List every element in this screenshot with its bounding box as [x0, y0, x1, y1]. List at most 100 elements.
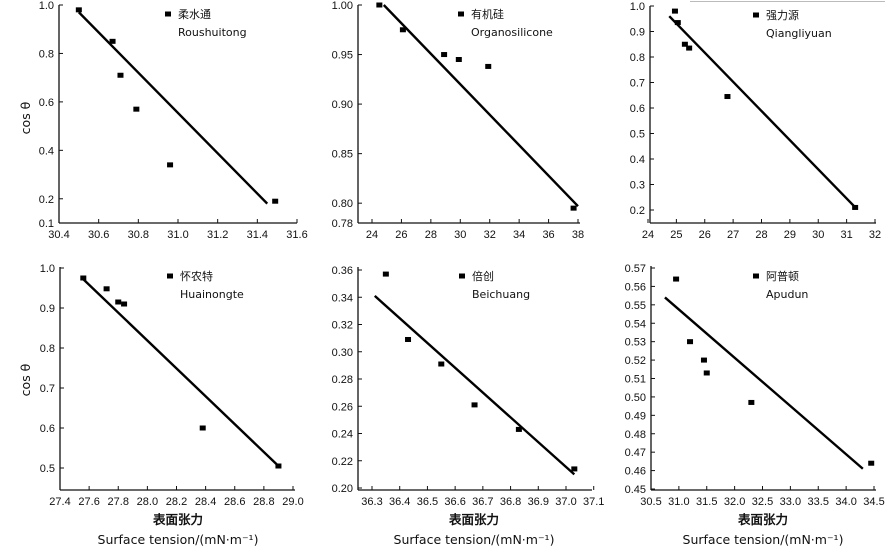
y-tick-label: 0.7 [630, 78, 645, 90]
data-point [852, 204, 859, 210]
data-point [272, 198, 279, 204]
y-axis-label-bottom: cos θ [18, 364, 33, 397]
y-tick-label: 0.90 [332, 99, 353, 111]
x-tick-label: 31.0 [167, 229, 188, 241]
fit-line [382, 4, 579, 207]
y-tick-label: 0.55 [625, 300, 646, 312]
data-point [687, 339, 694, 345]
data-point [167, 162, 174, 168]
data-point [405, 336, 412, 342]
x-tick-label: 30.4 [48, 229, 69, 241]
data-point [376, 2, 383, 8]
y-tick-label: 0.47 [625, 447, 646, 459]
x-tick-label: 34.5 [863, 496, 884, 508]
y-tick-label: 0.46 [625, 466, 646, 478]
legend-label-en: Organosilicone [471, 26, 553, 39]
x-axis-label-cn-1: 表面张力 [152, 512, 203, 527]
x-tick-label: 28 [755, 229, 767, 241]
y-tick-label: 0.2 [630, 205, 645, 217]
legend-marker [753, 12, 759, 18]
legend-label-en: Huainongte [180, 288, 244, 301]
data-point [199, 425, 206, 431]
x-tick-label: 28.2 [166, 496, 187, 508]
y-tick-label: 1.0 [40, 263, 55, 275]
x-tick-label: 26 [699, 229, 711, 241]
data-point [441, 52, 448, 58]
data-point [686, 45, 693, 51]
y-tick-label: 0.8 [40, 343, 55, 355]
x-axis-label-en-3: Surface tension/(mN·m⁻¹) [683, 532, 844, 547]
x-tick-label: 24 [366, 229, 378, 241]
x-tick-label: 33.0 [780, 496, 801, 508]
x-tick-label: 27.6 [78, 496, 99, 508]
y-axis-label-top: cos θ [18, 102, 33, 135]
data-point [455, 57, 462, 62]
y-tick-label: 0.49 [625, 410, 646, 422]
x-tick-label: 32.0 [724, 496, 745, 508]
data-point [681, 41, 688, 47]
y-tick-label: 0.5 [40, 463, 55, 475]
data-point [103, 286, 110, 292]
y-tick-label: 0.6 [39, 97, 54, 109]
fit-line [668, 15, 858, 210]
y-tick-label: 0.8 [630, 52, 645, 64]
y-tick-label: 0.95 [332, 50, 353, 62]
x-tick-label: 37.0 [555, 496, 576, 508]
data-point [485, 63, 492, 69]
y-tick-label: 0.51 [625, 374, 646, 386]
panel-1: 0.1 0.2 0.4 0.6 0.8 1.0 30.4 30.6 30.8 31.0 31.2 31… [39, 0, 308, 241]
x-tick-label: 32.5 [752, 496, 773, 508]
data-point [115, 299, 122, 305]
x-tick-label: 36.7 [472, 496, 493, 508]
legend-label-en: Beichuang [472, 288, 530, 301]
x-tick-label: 30.6 [88, 229, 109, 241]
x-tick-label: 25 [670, 229, 682, 241]
x-tick-label: 28.8 [253, 496, 274, 508]
y-tick-label: 0.56 [625, 281, 646, 293]
x-tick-label: 28.4 [195, 496, 216, 508]
y-tick-label: 0.9 [40, 303, 55, 315]
y-tick-label: 0.53 [625, 337, 646, 349]
legend-label-cn: 柔水通 [178, 8, 211, 21]
data-point [868, 460, 875, 466]
data-point [399, 27, 406, 33]
data-point [75, 7, 82, 13]
data-point [133, 106, 140, 112]
y-tick-label: 0.5 [630, 129, 645, 141]
x-tick-label: 28.6 [224, 496, 245, 508]
x-tick-label: 31.2 [207, 229, 228, 241]
x-axis-label-cn-3: 表面张力 [737, 512, 788, 527]
data-point [80, 275, 87, 281]
legend-label-cn: 有机硅 [471, 7, 504, 21]
panel-3: 0.2 0.3 0.4 0.5 0.6 0.7 0.8 0.9 1.0 24 25 26 27 28 29 3… [630, 1, 881, 241]
data-point [471, 402, 478, 408]
data-point [671, 8, 678, 14]
y-tick-label: 0.3 [630, 180, 645, 192]
x-tick-label: 38 [572, 229, 584, 241]
legend-label-en: Apudun [766, 288, 808, 301]
data-point [515, 426, 522, 432]
y-tick-label: 0.22 [332, 456, 353, 468]
fit-line [82, 278, 280, 467]
y-tick-label: 0.4 [630, 154, 645, 166]
x-tick-label: 26 [395, 229, 407, 241]
x-tick-label: 31.4 [247, 229, 268, 241]
x-tick-label: 36.6 [444, 496, 465, 508]
x-tick-label: 36.5 [417, 496, 438, 508]
data-point [275, 463, 282, 469]
legend-label-cn: 阿普顿 [766, 269, 799, 283]
data-point [438, 361, 445, 367]
legend-marker [753, 273, 759, 279]
x-tick-label: 29.0 [282, 496, 303, 508]
panel-2: 0.78 0.80 0.85 0.90 0.95 1.00 24 26 28 30 32 34 36 38… [332, 0, 585, 241]
x-tick-label: 36.3 [361, 496, 382, 508]
panel-4: 0.5 0.6 0.7 0.8 0.9 1.0 27.4 27.6 27.8 28.0 28.2 28… [40, 263, 304, 508]
data-point [673, 276, 680, 282]
y-tick-label: 0.28 [332, 374, 353, 386]
y-tick-label: 0.4 [39, 145, 54, 157]
y-tick-label: 0.8 [39, 48, 54, 60]
legend-marker [459, 273, 465, 279]
y-tick-label: 0.85 [332, 149, 353, 161]
x-tick-label: 30 [812, 229, 824, 241]
data-point [724, 94, 731, 100]
